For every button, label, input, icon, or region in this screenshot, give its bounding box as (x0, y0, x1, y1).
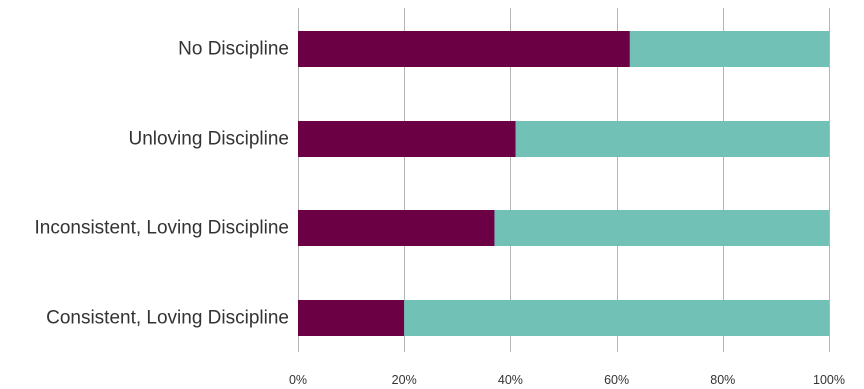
x-tick-label: 20% (392, 373, 417, 387)
bar-segment-1-2 (298, 121, 516, 157)
category-label: Inconsistent, Loving Discipline (34, 218, 289, 239)
bar-layer (298, 31, 829, 336)
category-label: No Discipline (178, 39, 289, 60)
category-label-layer: No Discipline Unloving Discipline Inconsis… (34, 39, 289, 329)
category-label: Consistent, Loving Discipline (46, 308, 289, 329)
x-tick-label: 60% (604, 373, 629, 387)
bar-segment-1-3 (298, 210, 495, 246)
bar-segment-1-4 (298, 300, 405, 336)
bar-segment-2-4 (404, 300, 829, 336)
bar-segment-1-1 (298, 31, 630, 67)
x-tick-label: 100% (813, 373, 845, 387)
bar-segment-2-3 (494, 210, 829, 246)
x-tick-label: 40% (498, 373, 523, 387)
x-tick-label: 80% (710, 373, 735, 387)
x-tick-layer: 0% 20% 40% 60% 80% 100% (289, 373, 845, 387)
bar-segment-2-1 (629, 31, 829, 67)
x-tick-label: 0% (289, 373, 307, 387)
bar-segment-2-2 (515, 121, 829, 157)
category-label: Unloving Discipline (128, 129, 289, 150)
